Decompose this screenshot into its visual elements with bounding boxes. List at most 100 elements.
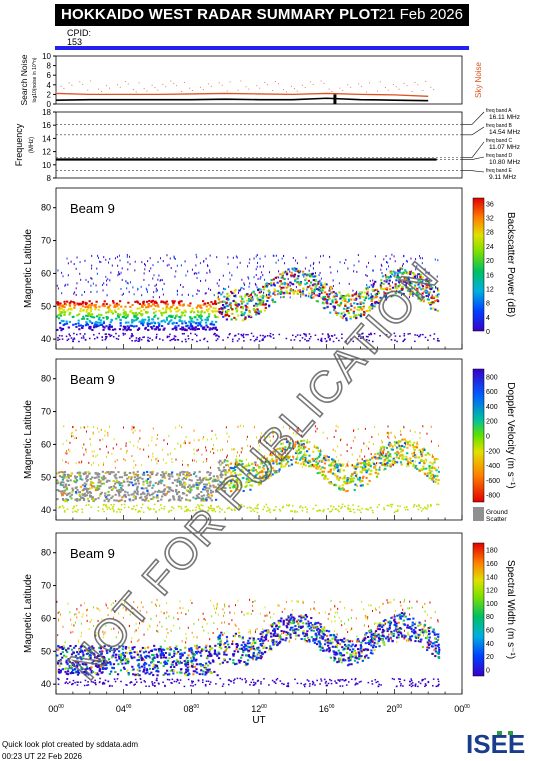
- heatmap-cell: [131, 428, 133, 431]
- heatmap-cell: [312, 263, 314, 266]
- heatmap-cell: [62, 442, 64, 445]
- heatmap-cell: [308, 337, 311, 340]
- heatmap-cell: [307, 439, 309, 442]
- heatmap-cell: [359, 302, 362, 305]
- heatmap-cell: [335, 640, 338, 643]
- heatmap-cell: [140, 322, 143, 325]
- heatmap-cell: [216, 256, 218, 259]
- heatmap-cell: [84, 472, 87, 475]
- heatmap-cell: [92, 482, 95, 485]
- heatmap-cell: [280, 288, 283, 291]
- heatmap-cell: [404, 269, 407, 272]
- heatmap-cell: [274, 448, 277, 451]
- heatmap-cell: [93, 425, 95, 428]
- heatmap-cell: [104, 434, 106, 437]
- sky-noise-point: [301, 84, 303, 86]
- heatmap-cell: [173, 335, 176, 337]
- heatmap-cell: [318, 280, 320, 283]
- heatmap-cell: [387, 443, 391, 446]
- heatmap-cell: [308, 460, 310, 463]
- heatmap-cell: [358, 478, 361, 481]
- heatmap-cell: [329, 339, 331, 341]
- heatmap-cell: [141, 477, 144, 480]
- heatmap-cell: [228, 465, 230, 468]
- heatmap-cell: [157, 433, 159, 436]
- heatmap-cell: [327, 508, 329, 510]
- heatmap-cell: [181, 340, 183, 343]
- heatmap-cell: [339, 315, 342, 318]
- heatmap-cell: [383, 290, 385, 293]
- heatmap-cell: [335, 301, 338, 304]
- heatmap-cell: [74, 323, 77, 326]
- heatmap-cell: [289, 634, 292, 637]
- sky-noise-point: [79, 81, 81, 83]
- heatmap-cell: [396, 272, 400, 275]
- heatmap-cell: [340, 294, 343, 297]
- heatmap-cell: [263, 456, 266, 459]
- heatmap-cell: [366, 483, 369, 486]
- heatmap-cell: [68, 301, 71, 304]
- heatmap-cell: [57, 489, 61, 492]
- heatmap-cell: [146, 473, 149, 476]
- heatmap-cell: [187, 335, 190, 337]
- heatmap-cell: [352, 504, 354, 506]
- heatmap-cell: [208, 650, 211, 653]
- heatmap-cell: [229, 304, 232, 307]
- heatmap-cell: [195, 460, 197, 463]
- heatmap-cell: [140, 507, 143, 509]
- heatmap-cell: [268, 508, 271, 510]
- heatmap-cell: [274, 642, 277, 645]
- heatmap-cell: [126, 449, 128, 452]
- heatmap-cell: [281, 257, 283, 260]
- heatmap-cell: [169, 310, 173, 313]
- heatmap-cell: [312, 267, 314, 270]
- heatmap-cell: [237, 291, 239, 294]
- heatmap-cell: [226, 460, 229, 463]
- heatmap-cell: [211, 490, 215, 493]
- heatmap-cell: [129, 328, 132, 331]
- heatmap-cell: [236, 480, 239, 483]
- heatmap-cell: [134, 473, 138, 476]
- heatmap-cell: [425, 278, 428, 281]
- heatmap-cell: [126, 287, 128, 290]
- heatmap-cell: [231, 308, 234, 311]
- heatmap-cell: [170, 319, 173, 322]
- heatmap-cell: [285, 273, 289, 276]
- heatmap-cell: [72, 323, 75, 326]
- heatmap-cell: [289, 464, 291, 467]
- heatmap-cell: [132, 426, 134, 429]
- heatmap-cell: [108, 328, 111, 331]
- heatmap-cell: [99, 492, 102, 495]
- heatmap-cell: [127, 646, 130, 649]
- heatmap-cell: [154, 328, 158, 331]
- heatmap-cell: [403, 255, 405, 258]
- band-leader: [471, 156, 485, 160]
- heatmap-cell: [279, 510, 282, 512]
- heatmap-cell: [359, 480, 362, 483]
- heatmap-cell: [203, 326, 206, 329]
- heatmap-cell: [143, 308, 146, 311]
- heatmap-cell: [223, 288, 227, 291]
- heatmap-cell: [422, 508, 424, 510]
- heatmap-cell: [414, 286, 417, 289]
- heatmap-cell: [208, 313, 211, 316]
- heatmap-cell: [85, 322, 88, 325]
- heatmap-cell: [302, 454, 305, 457]
- heatmap-cell: [310, 465, 313, 468]
- heatmap-cell: [417, 624, 420, 627]
- band-leader: [471, 126, 485, 136]
- heatmap-cell: [155, 283, 157, 286]
- heatmap-cell: [127, 326, 130, 329]
- heatmap-cell: [327, 295, 330, 298]
- heatmap-cell: [262, 339, 264, 341]
- heatmap-cell: [217, 461, 221, 464]
- heatmap-cell: [160, 314, 164, 317]
- heatmap-cell: [397, 457, 400, 460]
- heatmap-cell: [85, 666, 89, 669]
- heatmap-cell: [435, 286, 437, 289]
- heatmap-cell: [406, 618, 409, 621]
- heatmap-cell: [374, 464, 377, 467]
- heatmap-cell: [185, 489, 189, 492]
- heatmap-cell: [183, 309, 186, 312]
- heatmap-cell: [155, 333, 158, 336]
